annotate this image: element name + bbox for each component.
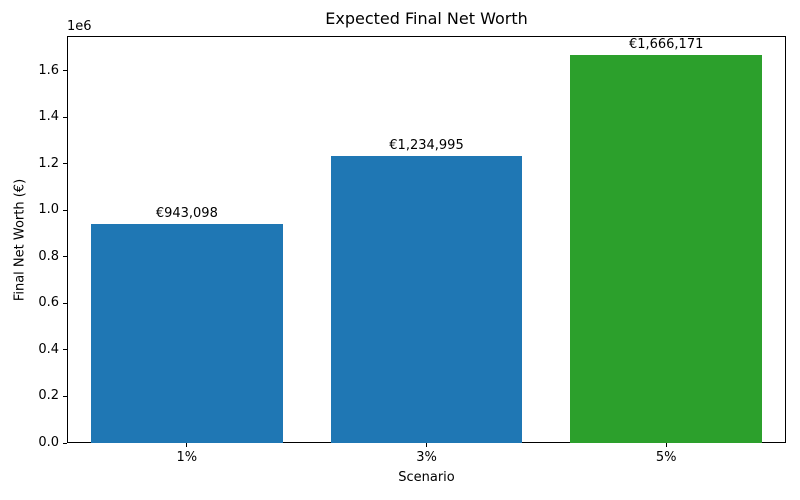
x-tick-label: 3%: [416, 450, 437, 465]
y-tick-mark: [63, 349, 67, 351]
chart-title: Expected Final Net Worth: [325, 9, 528, 28]
bar: [90, 223, 283, 443]
y-tick-label: 0.8: [38, 248, 59, 264]
x-tick-label: 1%: [176, 450, 198, 465]
x-tick-mark: [665, 443, 667, 447]
x-axis-label: Scenario: [398, 470, 455, 485]
y-tick-mark: [63, 70, 67, 72]
y-tick-label: 0.6: [38, 295, 59, 311]
y-tick-label: 1.6: [38, 62, 59, 78]
y-tick-mark: [63, 209, 67, 211]
y-tick-mark: [63, 163, 67, 165]
y-tick-label: 0.0: [38, 435, 59, 450]
y-tick-label: 1.2: [38, 155, 59, 171]
y-tick-label: 0.4: [38, 341, 59, 357]
bar: [330, 155, 523, 443]
y-tick-mark: [63, 302, 67, 304]
y-axis-offset-label: 1e6: [67, 19, 92, 34]
y-tick-mark: [63, 442, 67, 444]
y-tick-label: 0.2: [38, 388, 59, 404]
bar: [570, 55, 763, 443]
y-tick-label: 1.0: [38, 202, 59, 218]
y-tick-mark: [63, 395, 67, 397]
bar-value-label: €1,666,171: [628, 37, 704, 53]
x-tick-label: 5%: [655, 450, 677, 465]
x-tick-mark: [186, 443, 188, 447]
x-tick-mark: [426, 443, 427, 447]
bar-value-label: €1,234,995: [389, 137, 464, 153]
bar-value-label: €943,098: [155, 205, 218, 221]
y-tick-mark: [63, 116, 67, 118]
y-tick-label: 1.4: [38, 109, 59, 125]
y-axis-label: Final Net Worth (€): [12, 178, 28, 302]
y-tick-mark: [63, 256, 67, 258]
